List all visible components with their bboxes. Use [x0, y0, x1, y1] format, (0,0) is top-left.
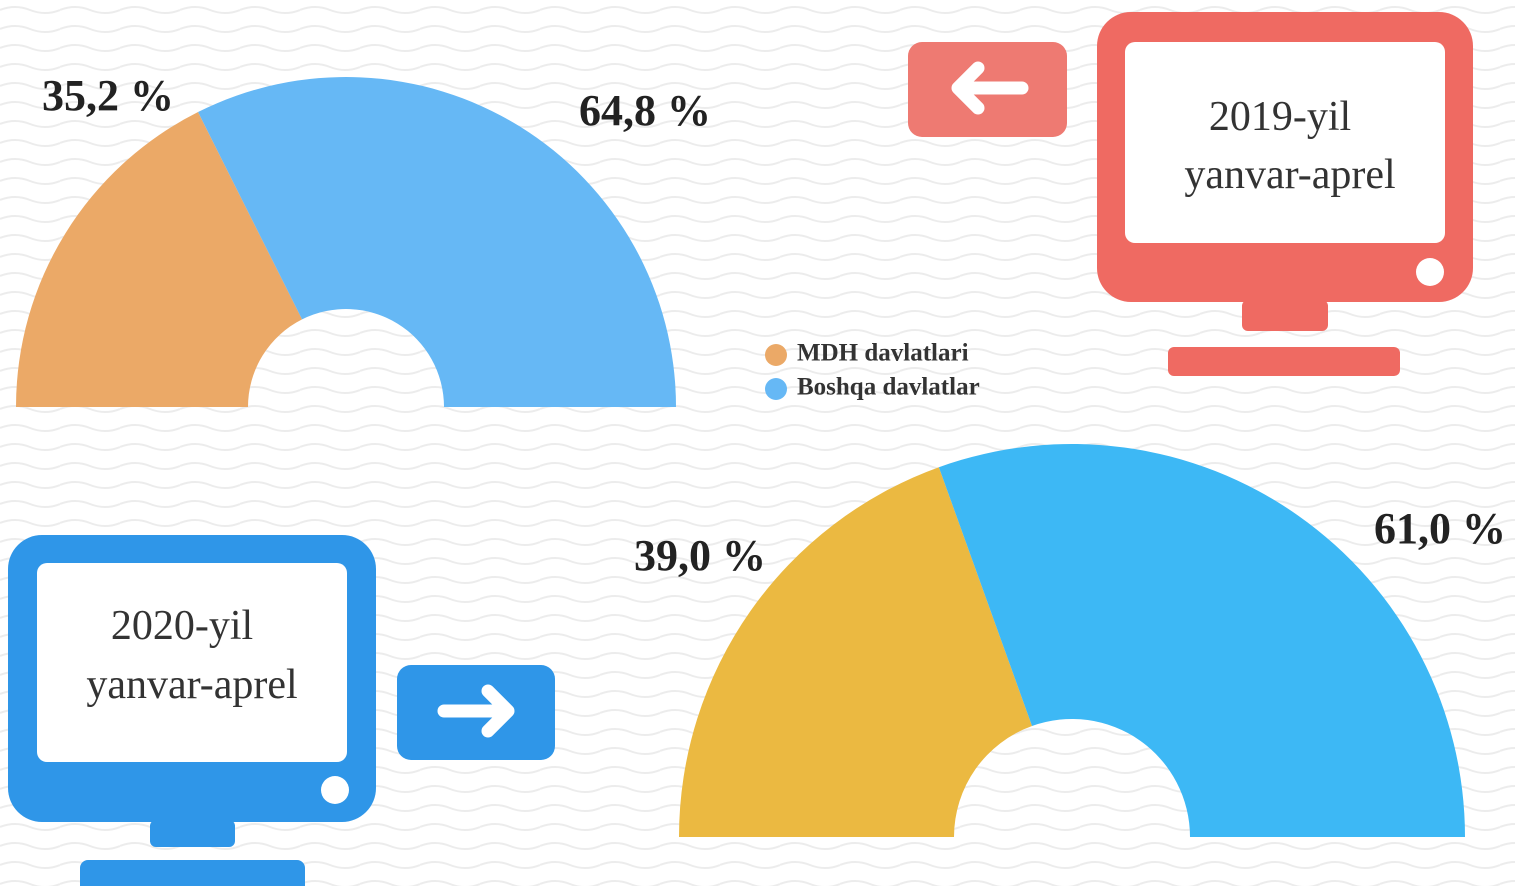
chart-title: 2019-yil [1209, 94, 1351, 140]
data-label: 35,2 % [42, 71, 174, 120]
data-label: 39,0 % [634, 531, 766, 580]
monitor-stand [150, 820, 235, 847]
data-label: 64,8 % [579, 86, 711, 135]
legend-label: MDH davlatlari [797, 340, 969, 367]
slice [679, 467, 1033, 837]
legend-swatch [765, 344, 787, 366]
legend-label: Boshqa davlatlar [797, 374, 980, 401]
monitor-2020: 2020-yil yanvar-aprel [8, 535, 555, 886]
chart-subtitle: yanvar-aprel [1184, 152, 1395, 198]
monitor-button [1416, 258, 1444, 286]
monitor-button [321, 776, 349, 804]
chart-title: 2020-yil [111, 603, 253, 649]
monitor-base [1168, 347, 1400, 376]
monitor-screen [37, 563, 347, 762]
monitor-stand [1242, 300, 1328, 331]
chart-subtitle: yanvar-aprel [86, 662, 297, 708]
arrow-left [951, 61, 1029, 115]
arrow-right [437, 684, 515, 738]
slice [16, 112, 303, 407]
monitor-2019: 2019-yil yanvar-aprel [908, 12, 1473, 376]
monitor-screen [1125, 42, 1445, 243]
monitor-base [80, 860, 305, 886]
slice [198, 77, 676, 407]
slice [938, 444, 1465, 837]
data-label: 61,0 % [1374, 504, 1506, 553]
legend-swatch [765, 378, 787, 400]
